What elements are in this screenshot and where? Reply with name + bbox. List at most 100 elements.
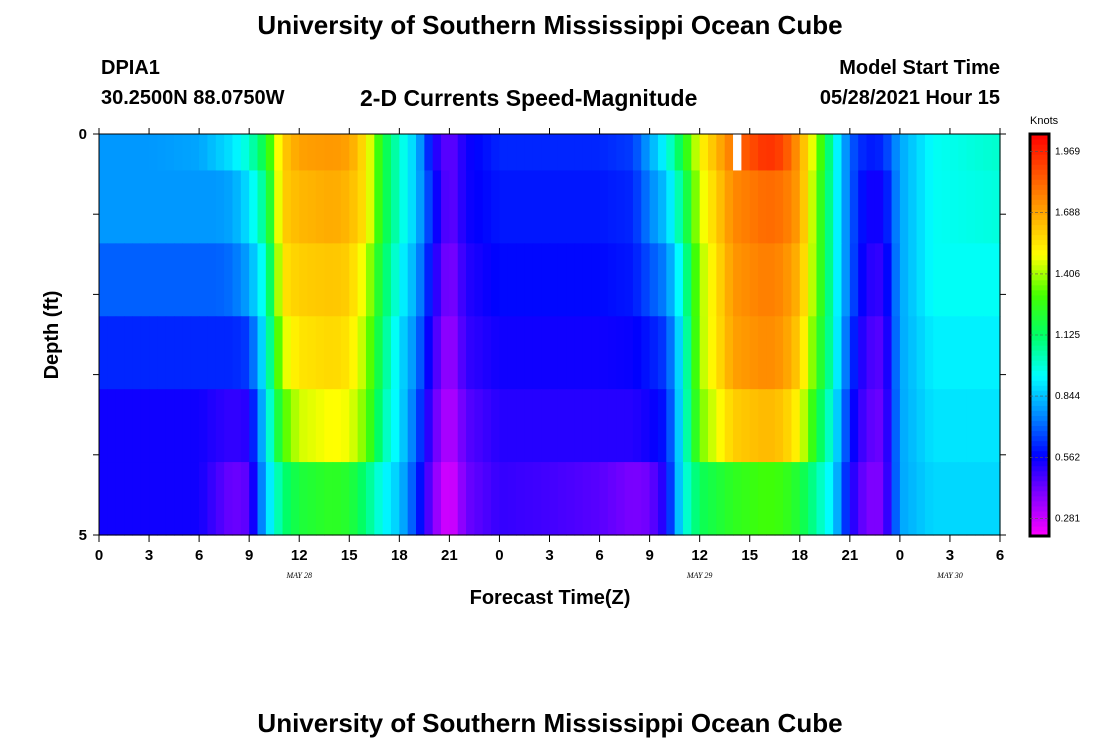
heatmap-cell: [424, 134, 434, 172]
heatmap-cell: [499, 316, 509, 390]
heatmap-cell: [666, 134, 676, 172]
heatmap-cell: [958, 243, 968, 317]
heatmap-cell: [390, 462, 400, 536]
heatmap-cell: [899, 170, 909, 244]
heatmap-cell: [724, 389, 734, 463]
heatmap-cell: [549, 134, 559, 172]
heatmap-cell: [933, 170, 943, 244]
colorbar-tick-label: 0.281: [1055, 513, 1080, 524]
heatmap-cell: [849, 462, 859, 536]
heatmap-cell: [841, 316, 851, 390]
colorbar-segment: [1030, 420, 1049, 427]
heatmap-cell: [315, 316, 325, 390]
heatmap-cell: [132, 134, 142, 172]
heatmap-cell: [149, 170, 158, 244]
colorbar-segment: [1030, 435, 1049, 442]
heatmap-cell: [124, 170, 133, 244]
heatmap-cell: [916, 170, 926, 244]
heatmap-cell: [474, 389, 484, 463]
colorbar-segment: [1030, 505, 1049, 512]
heatmap-cell: [974, 462, 984, 536]
heatmap-cell: [541, 316, 551, 390]
heatmap-cell: [357, 134, 367, 172]
heatmap-cell: [149, 134, 158, 172]
heatmap-cell: [399, 389, 409, 463]
heatmap-cell: [891, 243, 901, 317]
heatmap-cell: [115, 134, 125, 172]
heatmap-cell: [849, 389, 859, 463]
heatmap-cell: [899, 243, 909, 317]
heatmap-cell: [224, 316, 234, 390]
heatmap-cell: [441, 462, 450, 536]
heatmap-cell: [699, 243, 709, 317]
heatmap-cell: [349, 170, 359, 244]
heatmap-cell: [249, 243, 259, 317]
heatmap-cell: [974, 134, 984, 172]
heatmap-cell: [549, 389, 559, 463]
heatmap-cell: [799, 243, 809, 317]
heatmap-cell: [624, 170, 634, 244]
colorbar-segment: [1030, 259, 1049, 266]
colorbar-segment: [1030, 164, 1049, 170]
heatmap-cell: [924, 389, 934, 463]
heatmap-cell: [265, 389, 275, 463]
heatmap-cell: [265, 243, 275, 317]
heatmap-cell: [174, 170, 184, 244]
heatmap-cell: [482, 243, 492, 317]
heatmap-cell: [257, 389, 267, 463]
x-tick-label: 0: [95, 547, 103, 564]
heatmap-cell: [416, 170, 425, 244]
heatmap-cell: [382, 134, 392, 172]
heatmap-cell: [424, 243, 434, 317]
colorbar-segment: [1030, 355, 1049, 361]
heatmap-cell: [507, 462, 517, 536]
heatmap-cell: [849, 243, 859, 317]
heatmap-cell: [966, 389, 976, 463]
footer-title: University of Southern Mississippi Ocean…: [257, 708, 843, 738]
heatmap-cell: [499, 389, 509, 463]
heatmap-cell: [566, 134, 576, 172]
heatmap-cell: [390, 170, 400, 244]
heatmap-cell: [307, 462, 317, 536]
heatmap-cell: [649, 316, 659, 390]
heatmap-cell: [666, 316, 676, 390]
heatmap-cell: [474, 134, 484, 172]
heatmap-cell: [149, 316, 158, 390]
heatmap-cell: [332, 389, 342, 463]
heatmap-cell: [808, 316, 818, 390]
heatmap-cell: [582, 243, 592, 317]
heatmap-cell: [240, 243, 250, 317]
heatmap-cell: [432, 316, 442, 390]
heatmap-cell: [240, 462, 250, 536]
heatmap-cell: [899, 316, 909, 390]
heatmap-cell: [733, 462, 742, 536]
heatmap-cell: [649, 134, 659, 172]
heatmap-cell: [816, 316, 826, 390]
heatmap-cell: [491, 243, 501, 317]
heatmap-cell: [883, 134, 893, 172]
date-label: MAY 29: [686, 571, 713, 580]
heatmap-cell: [866, 389, 876, 463]
heatmap-cell: [124, 316, 133, 390]
heatmap-cell: [416, 462, 425, 536]
colorbar-segment: [1030, 134, 1049, 140]
heatmap-cell: [199, 316, 209, 390]
heatmap-cell: [274, 134, 284, 172]
heatmap-cell: [124, 462, 133, 536]
heatmap-cell: [265, 134, 275, 172]
heatmap-cell: [924, 170, 934, 244]
heatmap-cell: [816, 134, 826, 172]
heatmap-cell: [632, 316, 642, 390]
heatmap-cell: [874, 134, 884, 172]
heatmap-cell: [766, 389, 776, 463]
heatmap-cell: [741, 462, 751, 536]
heatmap-cell: [182, 243, 192, 317]
heatmap-cell: [916, 462, 926, 536]
heatmap-cell: [833, 316, 843, 390]
heatmap-cell: [599, 243, 609, 317]
heatmap-cell: [332, 316, 342, 390]
heatmap-cell: [582, 462, 592, 536]
heatmap-cell: [666, 462, 676, 536]
colorbar-segment: [1030, 229, 1049, 236]
heatmap-cell: [99, 389, 108, 463]
